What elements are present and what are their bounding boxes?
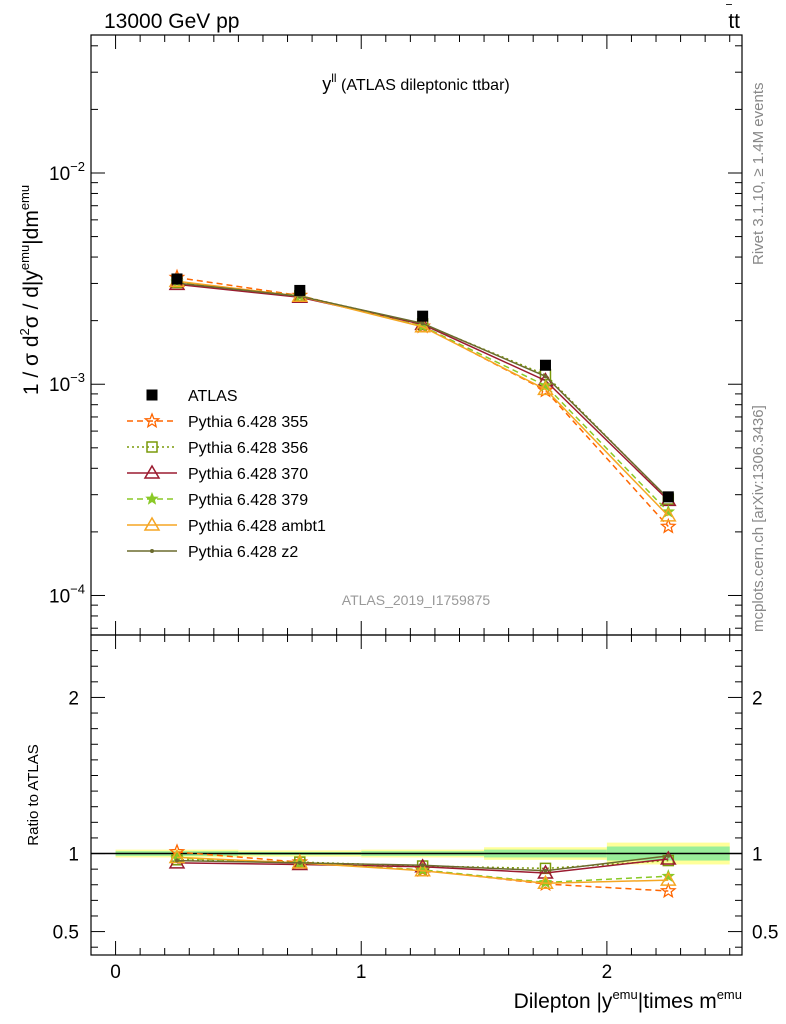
legend-marker bbox=[146, 389, 158, 401]
main-title: yll (ATLAS dileptonic ttbar) bbox=[322, 71, 509, 94]
title-sup: ll bbox=[331, 71, 336, 85]
header-process-bar: ‾ bbox=[726, 3, 733, 20]
ratio-ytick-label-right: 1 bbox=[752, 845, 763, 866]
legend: ATLAS Pythia 6.428 355 Pythia 6.428 356 Pyt… bbox=[127, 388, 326, 561]
main-ylabel: 1 / σ d2σ / d|yemu|dmemu bbox=[17, 185, 43, 395]
ratio-point-ambt1 bbox=[659, 871, 677, 886]
header-process-label: tt bbox=[728, 10, 740, 33]
ratio-point-z2 bbox=[666, 853, 671, 858]
main-ytick-label: 10−4 bbox=[49, 581, 85, 607]
ratio-point-p370 bbox=[659, 850, 677, 865]
title-rest: (ATLAS dileptonic ttbar) bbox=[337, 77, 510, 94]
legend-item-p379: Pythia 6.428 379 bbox=[127, 491, 308, 509]
legend-label: Pythia 6.428 ambt1 bbox=[188, 518, 326, 535]
legend-marker bbox=[150, 549, 154, 553]
ratio-ytick-label: 2 bbox=[68, 688, 79, 709]
ratio-line-p355 bbox=[176, 851, 669, 892]
ratio-ytick-label: 1 bbox=[68, 845, 79, 866]
main-axis-ticks: 10−2 10−3 10−4 bbox=[49, 35, 742, 635]
point-atlas bbox=[171, 273, 183, 285]
ratio-point-p379 bbox=[415, 862, 430, 876]
ratio-point-z2 bbox=[543, 868, 548, 873]
ratio-xlabel: Dilepton |yemu|times memu bbox=[514, 987, 742, 1013]
point-z2 bbox=[543, 374, 548, 379]
ratio-point-ambt1 bbox=[414, 862, 431, 877]
main-series-group bbox=[168, 268, 677, 534]
point-p355 bbox=[659, 517, 677, 534]
point-atlas bbox=[539, 359, 551, 371]
legend-marker bbox=[143, 412, 161, 429]
legend-marker bbox=[146, 441, 158, 453]
ratio-xtick-label: 1 bbox=[356, 962, 367, 983]
main-panel: 10−2 10−3 10−4 yll (ATLAS dileptonic ttbar… bbox=[17, 34, 743, 636]
watermark-label: ATLAS_2019_I1759875 bbox=[342, 592, 491, 608]
point-z2 bbox=[420, 321, 425, 326]
ratio-point-ambt1 bbox=[291, 854, 309, 869]
legend-item-p356: Pythia 6.428 356 bbox=[127, 440, 308, 457]
legend-label: Pythia 6.428 z2 bbox=[188, 544, 298, 561]
legend-label: Pythia 6.428 370 bbox=[188, 466, 308, 483]
legend-item-z2: Pythia 6.428 z2 bbox=[127, 544, 298, 561]
mcplots-label: mcplots.cern.ch [arXiv:1306.3436] bbox=[750, 405, 767, 632]
ratio-axis-ticks: 2 2 1 1 0.5 0.5 0 1 2 bbox=[53, 635, 778, 983]
ratio-point-p379 bbox=[538, 875, 553, 889]
ratio-ytick-label-right: 2 bbox=[752, 688, 763, 709]
point-atlas bbox=[294, 284, 306, 296]
main-ytick-label: 10−2 bbox=[49, 159, 85, 185]
legend-label: Pythia 6.428 379 bbox=[188, 492, 308, 509]
ratio-point-p355 bbox=[659, 882, 677, 899]
point-ambt1 bbox=[414, 318, 431, 333]
main-ytick-label: 10−3 bbox=[49, 370, 85, 396]
ratio-panel: 2 2 1 1 0.5 0.5 0 1 2 Ratio to ATLAS Dilepton |y… bbox=[25, 634, 778, 1013]
point-atlas bbox=[662, 491, 674, 503]
legend-label: Pythia 6.428 356 bbox=[188, 440, 308, 457]
point-atlas bbox=[417, 310, 429, 322]
ratio-ytick-label: 0.5 bbox=[53, 923, 79, 944]
ratio-xtick-label: 2 bbox=[602, 962, 613, 983]
ratio-ylabel: Ratio to ATLAS bbox=[25, 744, 42, 845]
ratio-point-z2 bbox=[174, 858, 179, 863]
header-energy-label: 13000 GeV pp bbox=[104, 10, 239, 33]
ratio-series-ambt1 bbox=[168, 848, 677, 889]
ratio-point-ambt1 bbox=[537, 874, 554, 889]
ratio-frame bbox=[90, 634, 743, 956]
legend-label: ATLAS bbox=[188, 388, 238, 405]
series-atlas bbox=[171, 273, 674, 503]
title-main: y bbox=[322, 74, 331, 94]
legend-label: Pythia 6.428 355 bbox=[188, 414, 308, 431]
ratio-point-z2 bbox=[297, 860, 302, 865]
ratio-point-p379 bbox=[661, 869, 676, 882]
point-ambt1 bbox=[659, 507, 677, 522]
rivet-label: Rivet 3.1.10, ≥ 1.4M events bbox=[750, 83, 767, 266]
legend-item-p355: Pythia 6.428 355 bbox=[127, 412, 308, 431]
ratio-point-z2 bbox=[420, 863, 425, 868]
point-p379 bbox=[661, 504, 676, 518]
point-ambt1 bbox=[537, 380, 554, 396]
legend-item-p370: Pythia 6.428 370 bbox=[127, 464, 308, 483]
legend-item-ambt1: Pythia 6.428 ambt1 bbox=[127, 516, 326, 535]
legend-item-atlas: ATLAS bbox=[146, 388, 238, 405]
legend-marker bbox=[143, 464, 161, 479]
ratio-ytick-label-right: 0.5 bbox=[752, 923, 778, 944]
ratio-xtick-label: 0 bbox=[110, 962, 121, 983]
ratio-line-ambt1 bbox=[176, 856, 669, 884]
ratio-series-group bbox=[168, 843, 677, 899]
ratio-series-z2 bbox=[174, 853, 671, 873]
legend-marker bbox=[143, 516, 161, 531]
point-p355 bbox=[537, 381, 554, 398]
legend-marker bbox=[145, 491, 159, 505]
